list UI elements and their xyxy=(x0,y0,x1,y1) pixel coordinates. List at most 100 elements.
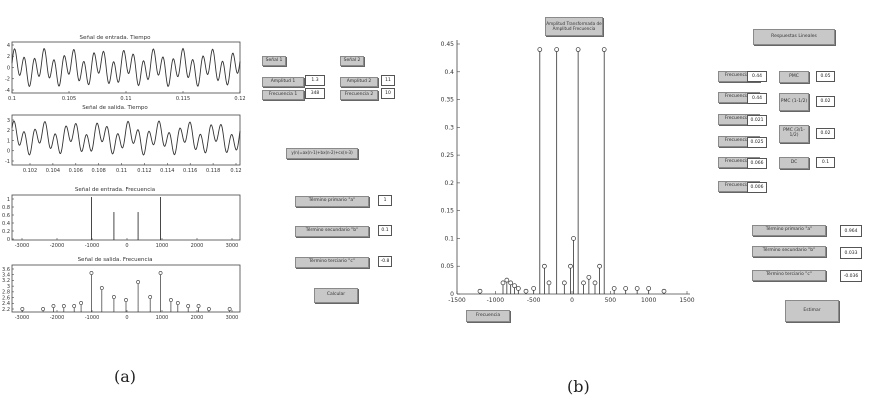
plot-input-freq-y-tick-label: 0.6 xyxy=(2,213,10,219)
calcular-button[interactable]: Calcular xyxy=(314,288,358,303)
plot-title-output-freq: Señal de salida. Frecuencia xyxy=(77,257,153,263)
plot-input-freq-x-tick-label: 1000 xyxy=(156,243,169,249)
plot-transform-y-tick-label: 0.35 xyxy=(441,97,455,104)
plot-output-time: 0.102 0.104 0.106 0.108 0.11 0.112 0.114 0.116 0… xyxy=(5,114,242,174)
plot-output-time-x-tick-label: 0.114 xyxy=(160,168,174,174)
plot-output-freq-x-tick-label: 2000 xyxy=(191,315,204,321)
plot-transform-marker xyxy=(634,286,640,291)
plot-transform-marker xyxy=(531,286,537,291)
plot-output-freq-marker xyxy=(169,298,173,302)
plot-transform: -1500 -1000 -500 0 500 1000 1500 0.450.40.350.… xyxy=(441,40,695,304)
frecuencia1-label: Frecuencia 1 xyxy=(262,90,304,100)
plot-output-freq-marker xyxy=(99,286,104,290)
plot-input-time-y-tick-label: 4 xyxy=(7,43,10,49)
plot-output-freq-y-tick-label: 2.8 xyxy=(2,290,10,296)
plot-transform-marker xyxy=(561,280,567,286)
plot-output-time-xticks: 0.102 0.104 0.106 0.108 0.11 0.112 0.114 0.116 0… xyxy=(23,163,242,174)
plot-output-freq-marker xyxy=(89,271,94,275)
plot-title-transform: Amplitud Transformada de Amplitud Frecue… xyxy=(545,17,603,36)
plot-output-freq-y-tick-label: 2.6 xyxy=(2,295,10,301)
plot-transform-marker xyxy=(571,236,576,241)
plot-input-time: 0.1 0.105 0.11 0.115 0.12 4 2 0 -2 -4 xyxy=(5,41,246,102)
term-b-label: Término secundario "b" xyxy=(295,226,369,237)
plot-output-time-x-tick-label: 0.12 xyxy=(230,168,241,174)
plot-input-freq-xticks: -3000 -2000 -1000 0 1000 2000 3000 xyxy=(15,238,238,249)
pmc-half-value: 0.02 xyxy=(816,96,835,107)
plot-output-time-yticks: 3 2 1 0 -1 xyxy=(5,118,14,165)
plot-output-freq-marker xyxy=(227,307,232,311)
frecuencia3-out-value: 0.021 xyxy=(747,115,767,126)
plot-transform-marker xyxy=(537,47,543,52)
plot-transform-marker xyxy=(597,263,602,269)
plot-title-input-time: Señal de entrada. Tiempo xyxy=(79,35,151,41)
plot-input-time-line xyxy=(11,47,241,88)
estimar-button[interactable]: Estimar xyxy=(785,300,839,322)
pmc-label: PMC xyxy=(779,71,809,83)
plot-transform-x-tick-label: -1500 xyxy=(448,297,466,304)
plot-input-time-x-tick-label: 0.105 xyxy=(62,96,76,102)
plot-output-freq-x-tick-label: -2000 xyxy=(50,315,65,321)
caption-b: (b) xyxy=(567,377,590,396)
plot-output-freq-y-tick-label: 3 xyxy=(7,284,10,290)
plot-transform-marker xyxy=(508,280,514,286)
plot-transform-marker xyxy=(546,280,552,286)
plot-output-freq-marker xyxy=(136,280,140,284)
plot-output-freq-x-tick-label: -1000 xyxy=(85,315,100,321)
plot-output-freq-y-tick-label: 3.6 xyxy=(2,267,10,273)
frecuencia2-input[interactable]: 10 xyxy=(381,88,395,99)
term-c-input[interactable]: -0.8 xyxy=(378,256,392,267)
pmc-three-value: 0.02 xyxy=(816,128,835,139)
plot-input-time-y-tick-label: -2 xyxy=(5,77,10,83)
plot-input-time-x-tick-label: 0.115 xyxy=(176,96,190,102)
plot-output-time-x-tick-label: 0.112 xyxy=(137,168,151,174)
plot-output-freq-marker xyxy=(72,304,77,308)
plot-output-time-y-tick-label: 1 xyxy=(7,138,10,144)
plot-transform-marker xyxy=(586,274,592,280)
term-a-input[interactable]: 1 xyxy=(378,195,392,206)
plot-input-freq: -3000 -2000 -1000 0 1000 2000 3000 1 0.8 0.6 0.4 0… xyxy=(2,194,241,249)
plot-transform-marker xyxy=(477,288,483,294)
plot-transform-marker xyxy=(504,277,510,283)
plot-output-freq-marker xyxy=(148,295,153,299)
plot-output-freq-marker xyxy=(124,298,128,302)
coef-c-value: -0.036 xyxy=(840,270,862,282)
plot-output-freq-marker xyxy=(158,271,163,275)
plot-output-time-x-tick-label: 0.108 xyxy=(92,168,106,174)
plot-input-freq-y-tick-label: 0.4 xyxy=(2,221,10,227)
plot-output-freq-marker xyxy=(20,307,25,311)
coef-c-label: Término terciario "c" xyxy=(752,270,826,281)
pmc-value: 0.05 xyxy=(816,71,835,82)
plot-output-time-x-tick-label: 0.11 xyxy=(116,168,127,174)
plot-transform-x-tick-label: 500 xyxy=(605,297,617,304)
caption-a: (a) xyxy=(114,367,137,386)
term-c-label: Término terciario "c" xyxy=(295,257,369,268)
plot-input-freq-bars xyxy=(91,197,161,240)
plot-input-freq-x-tick-label: 2000 xyxy=(191,243,204,249)
plot-transform-x-tick-label: 0 xyxy=(570,297,574,304)
plot-output-freq-marker xyxy=(79,301,83,305)
plot-transform-marker xyxy=(575,47,581,52)
plot-output-time-line xyxy=(11,120,241,156)
frecuencia-axis-button[interactable]: Frecuencia xyxy=(466,310,510,322)
plot-output-freq-marker xyxy=(196,304,201,308)
term-b-input[interactable]: 0.1 xyxy=(378,225,392,236)
plot-output-time-frame xyxy=(11,114,241,166)
plot-output-freq: -3000 -2000 -1000 0 1000 2000 3000 3.63.43.232… xyxy=(2,264,241,321)
plot-transform-marker xyxy=(512,283,517,289)
plot-title-output-time: Señal de salida. Tiempo xyxy=(82,105,148,111)
coef-b-value: 0.033 xyxy=(840,247,862,259)
plot-transform-marker xyxy=(523,288,529,294)
amplitud1-input[interactable]: 1.3 xyxy=(305,75,325,86)
plot-input-time-xticks: 0.1 0.105 0.11 0.115 0.12 xyxy=(8,91,246,102)
coef-a-value: 0.964 xyxy=(840,225,862,237)
plot-output-time-y-tick-label: -1 xyxy=(5,159,10,165)
frecuencia5-out-value: 0.066 xyxy=(747,158,767,169)
plot-input-time-x-tick-label: 0.1 xyxy=(8,96,16,102)
plot-transform-y-tick-label: 0 xyxy=(450,291,454,298)
amplitud2-input[interactable]: 11 xyxy=(381,75,395,86)
plot-output-time-y-tick-label: 3 xyxy=(7,118,10,124)
plot-input-freq-y-tick-label: 0.8 xyxy=(2,205,10,211)
frecuencia1-input[interactable]: 348 xyxy=(305,88,325,99)
plot-output-time-x-tick-label: 0.116 xyxy=(183,168,197,174)
plot-transform-y-tick-label: 0.15 xyxy=(441,208,455,215)
